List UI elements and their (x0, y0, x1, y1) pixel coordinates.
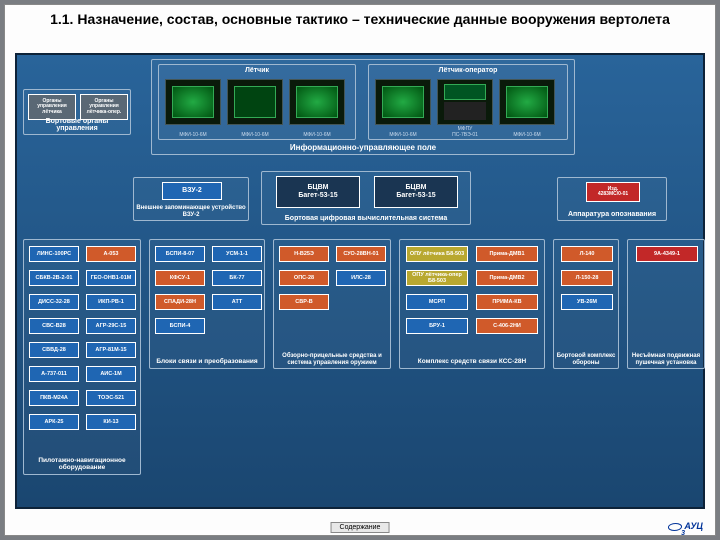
item: СБКВ-2В-2-01 (29, 270, 79, 286)
block-bcvm2: БЦВМ Багет-53-15 (374, 176, 458, 208)
item: АГР-81М-15 (86, 342, 136, 358)
panel-bsp: БСПИ-8-07 УСМ-1-1 КФСУ-1 БК-77 СПАДИ-28Н АТТ Б… (149, 239, 265, 369)
item: ДИСС-32-28 (29, 294, 79, 310)
block-organs-op: Органы управления лётчика-опер. (80, 94, 128, 120)
mfi3-label: МФИ-10-6М (289, 132, 345, 138)
item: ПРИМА-КВ (476, 294, 538, 310)
item: ЛИНС-100РС (29, 246, 79, 262)
kss-title: Комплекс средств связи КСС-28Н (400, 359, 544, 366)
item: АГР-29С-15 (86, 318, 136, 334)
pno-title: Пилотажно-навигационное оборудование (24, 457, 140, 471)
mfi-1 (165, 79, 221, 125)
item: КИ-13 (86, 414, 136, 430)
item: МСРП (406, 294, 468, 310)
opoz-title: Аппаратура опознавания (558, 211, 666, 218)
panel-bko: Л-140 Л-150-28 УВ-26М Бортовой комплекс об… (553, 239, 619, 369)
item: БРУ-1 (406, 318, 468, 334)
item: УВ-26М (561, 294, 613, 310)
footer-label: АУЦ (684, 521, 703, 531)
bcvm-title: Бортовая цифровая вычислительная система (262, 215, 470, 222)
item: Л-150-28 (561, 270, 613, 286)
bsp-title: Блоки связи и преобразования (150, 359, 264, 366)
item: А-053 (86, 246, 136, 262)
item: Прима-ДМВ1 (476, 246, 538, 262)
item: Л-140 (561, 246, 613, 262)
item: СВВД-28 (29, 342, 79, 358)
item: АТТ (212, 294, 262, 310)
panel-kss: ОПУ лётчика Б8-503 Прима-ДМВ1 ОПУ лётчика-… (399, 239, 545, 369)
block-bcvm1: БЦВМ Багет-53-15 (276, 176, 360, 208)
item: БК-77 (212, 270, 262, 286)
pilot-op-label: Лётчик-оператор (369, 67, 567, 74)
item: Н-В25Э (279, 246, 329, 262)
panel-bcvm: БЦВМ Багет-53-15 БЦВМ Багет-53-15 Бортов… (261, 171, 471, 225)
diagram-canvas: Органы управления лётчика Органы управле… (15, 53, 705, 509)
item: С-406-2НИ (476, 318, 538, 334)
organs-title: Бортовые органы управления (24, 118, 130, 132)
item: СВР-В (279, 294, 329, 310)
mfpu-label: МФПУ ПС-7ВЭ-01 (437, 126, 493, 138)
bko-title: Бортовой комплекс обороны (554, 353, 618, 366)
mfi-3 (289, 79, 345, 125)
mfi1-label: МФИ-10-6М (165, 132, 221, 138)
item: СВС-В28 (29, 318, 79, 334)
block-vzu: ВЗУ-2 (162, 182, 222, 200)
opc-title: Обзорно-прицельные средства и система уп… (274, 353, 390, 366)
item: ОПУ лётчика-опер Б8-503 (406, 270, 468, 286)
mfi4-label: МФИ-10-6М (375, 132, 431, 138)
content-button[interactable]: Содержание (331, 522, 390, 533)
item: АРК-25 (29, 414, 79, 430)
item: БСПИ-8-07 (155, 246, 205, 262)
slide-page: 1.1. Назначение, состав, основные тактик… (4, 4, 716, 536)
item: КФСУ-1 (155, 270, 205, 286)
item: СПАДИ-28Н (155, 294, 205, 310)
block-organs-pilot: Органы управления лётчика (28, 94, 76, 120)
vzu-title: Внешнее запоминающее устройство ВЗУ-2 (134, 205, 248, 218)
mfi-2 (227, 79, 283, 125)
mfpu (437, 79, 493, 125)
item: ОПС-28 (279, 270, 329, 286)
item: СУО-28ВН-01 (336, 246, 386, 262)
panel-infofield: Лётчик МФИ-10-6М МФИ-10-6М МФИ-10-6М Лёт… (151, 59, 575, 155)
block-gun: 9А-4349-1 (636, 246, 698, 262)
panel-opc: Н-В25Э СУО-28ВН-01 ОПС-28 ИЛС-28 СВР-В Обзор… (273, 239, 391, 369)
footer-page: 3 (681, 530, 685, 537)
subpanel-pilot: Лётчик МФИ-10-6М МФИ-10-6М МФИ-10-6М (158, 64, 356, 140)
subpanel-pilot-op: Лётчик-оператор МФИ-10-6М МФПУ ПС-7ВЭ-01… (368, 64, 568, 140)
item: А-737-011 (29, 366, 79, 382)
slide-title: 1.1. Назначение, состав, основные тактик… (5, 5, 715, 31)
block-opoz: Изд. 4283МС/0-01 (586, 182, 640, 202)
item: Прима-ДМВ2 (476, 270, 538, 286)
item: ИЛС-28 (336, 270, 386, 286)
item: УСМ-1-1 (212, 246, 262, 262)
panel-gun: 9А-4349-1 Несъёмная подвижная пушечная у… (627, 239, 705, 369)
panel-vzu: ВЗУ-2 Внешнее запоминающее устройство ВЗ… (133, 177, 249, 221)
mfi5-label: МФИ-10-6М (499, 132, 555, 138)
panel-pno: ЛИНС-100РС А-053 СБКВ-2В-2-01 ГЕО-ОНВ1-01М Д… (23, 239, 141, 475)
gun-title: Несъёмная подвижная пушечная установка (628, 353, 704, 366)
item: ОПУ лётчика Б8-503 (406, 246, 468, 262)
panel-opoz: Изд. 4283МС/0-01 Аппаратура опознавания (557, 177, 667, 221)
mfi2-label: МФИ-10-6М (227, 132, 283, 138)
mfi-5 (499, 79, 555, 125)
item: АИС-1М (86, 366, 136, 382)
item: БСПИ-4 (155, 318, 205, 334)
footer-logo: АУЦ 3 (668, 521, 703, 531)
mfi-4 (375, 79, 431, 125)
item: ПКВ-М24А (29, 390, 79, 406)
item: ИКП-РВ-1 (86, 294, 136, 310)
infofield-title: Информационно-управляющее поле (152, 143, 574, 152)
pilot-label: Лётчик (159, 67, 355, 74)
item: ГЕО-ОНВ1-01М (86, 270, 136, 286)
panel-organs: Органы управления лётчика Органы управле… (23, 89, 131, 135)
item: ТОЭС-521 (86, 390, 136, 406)
